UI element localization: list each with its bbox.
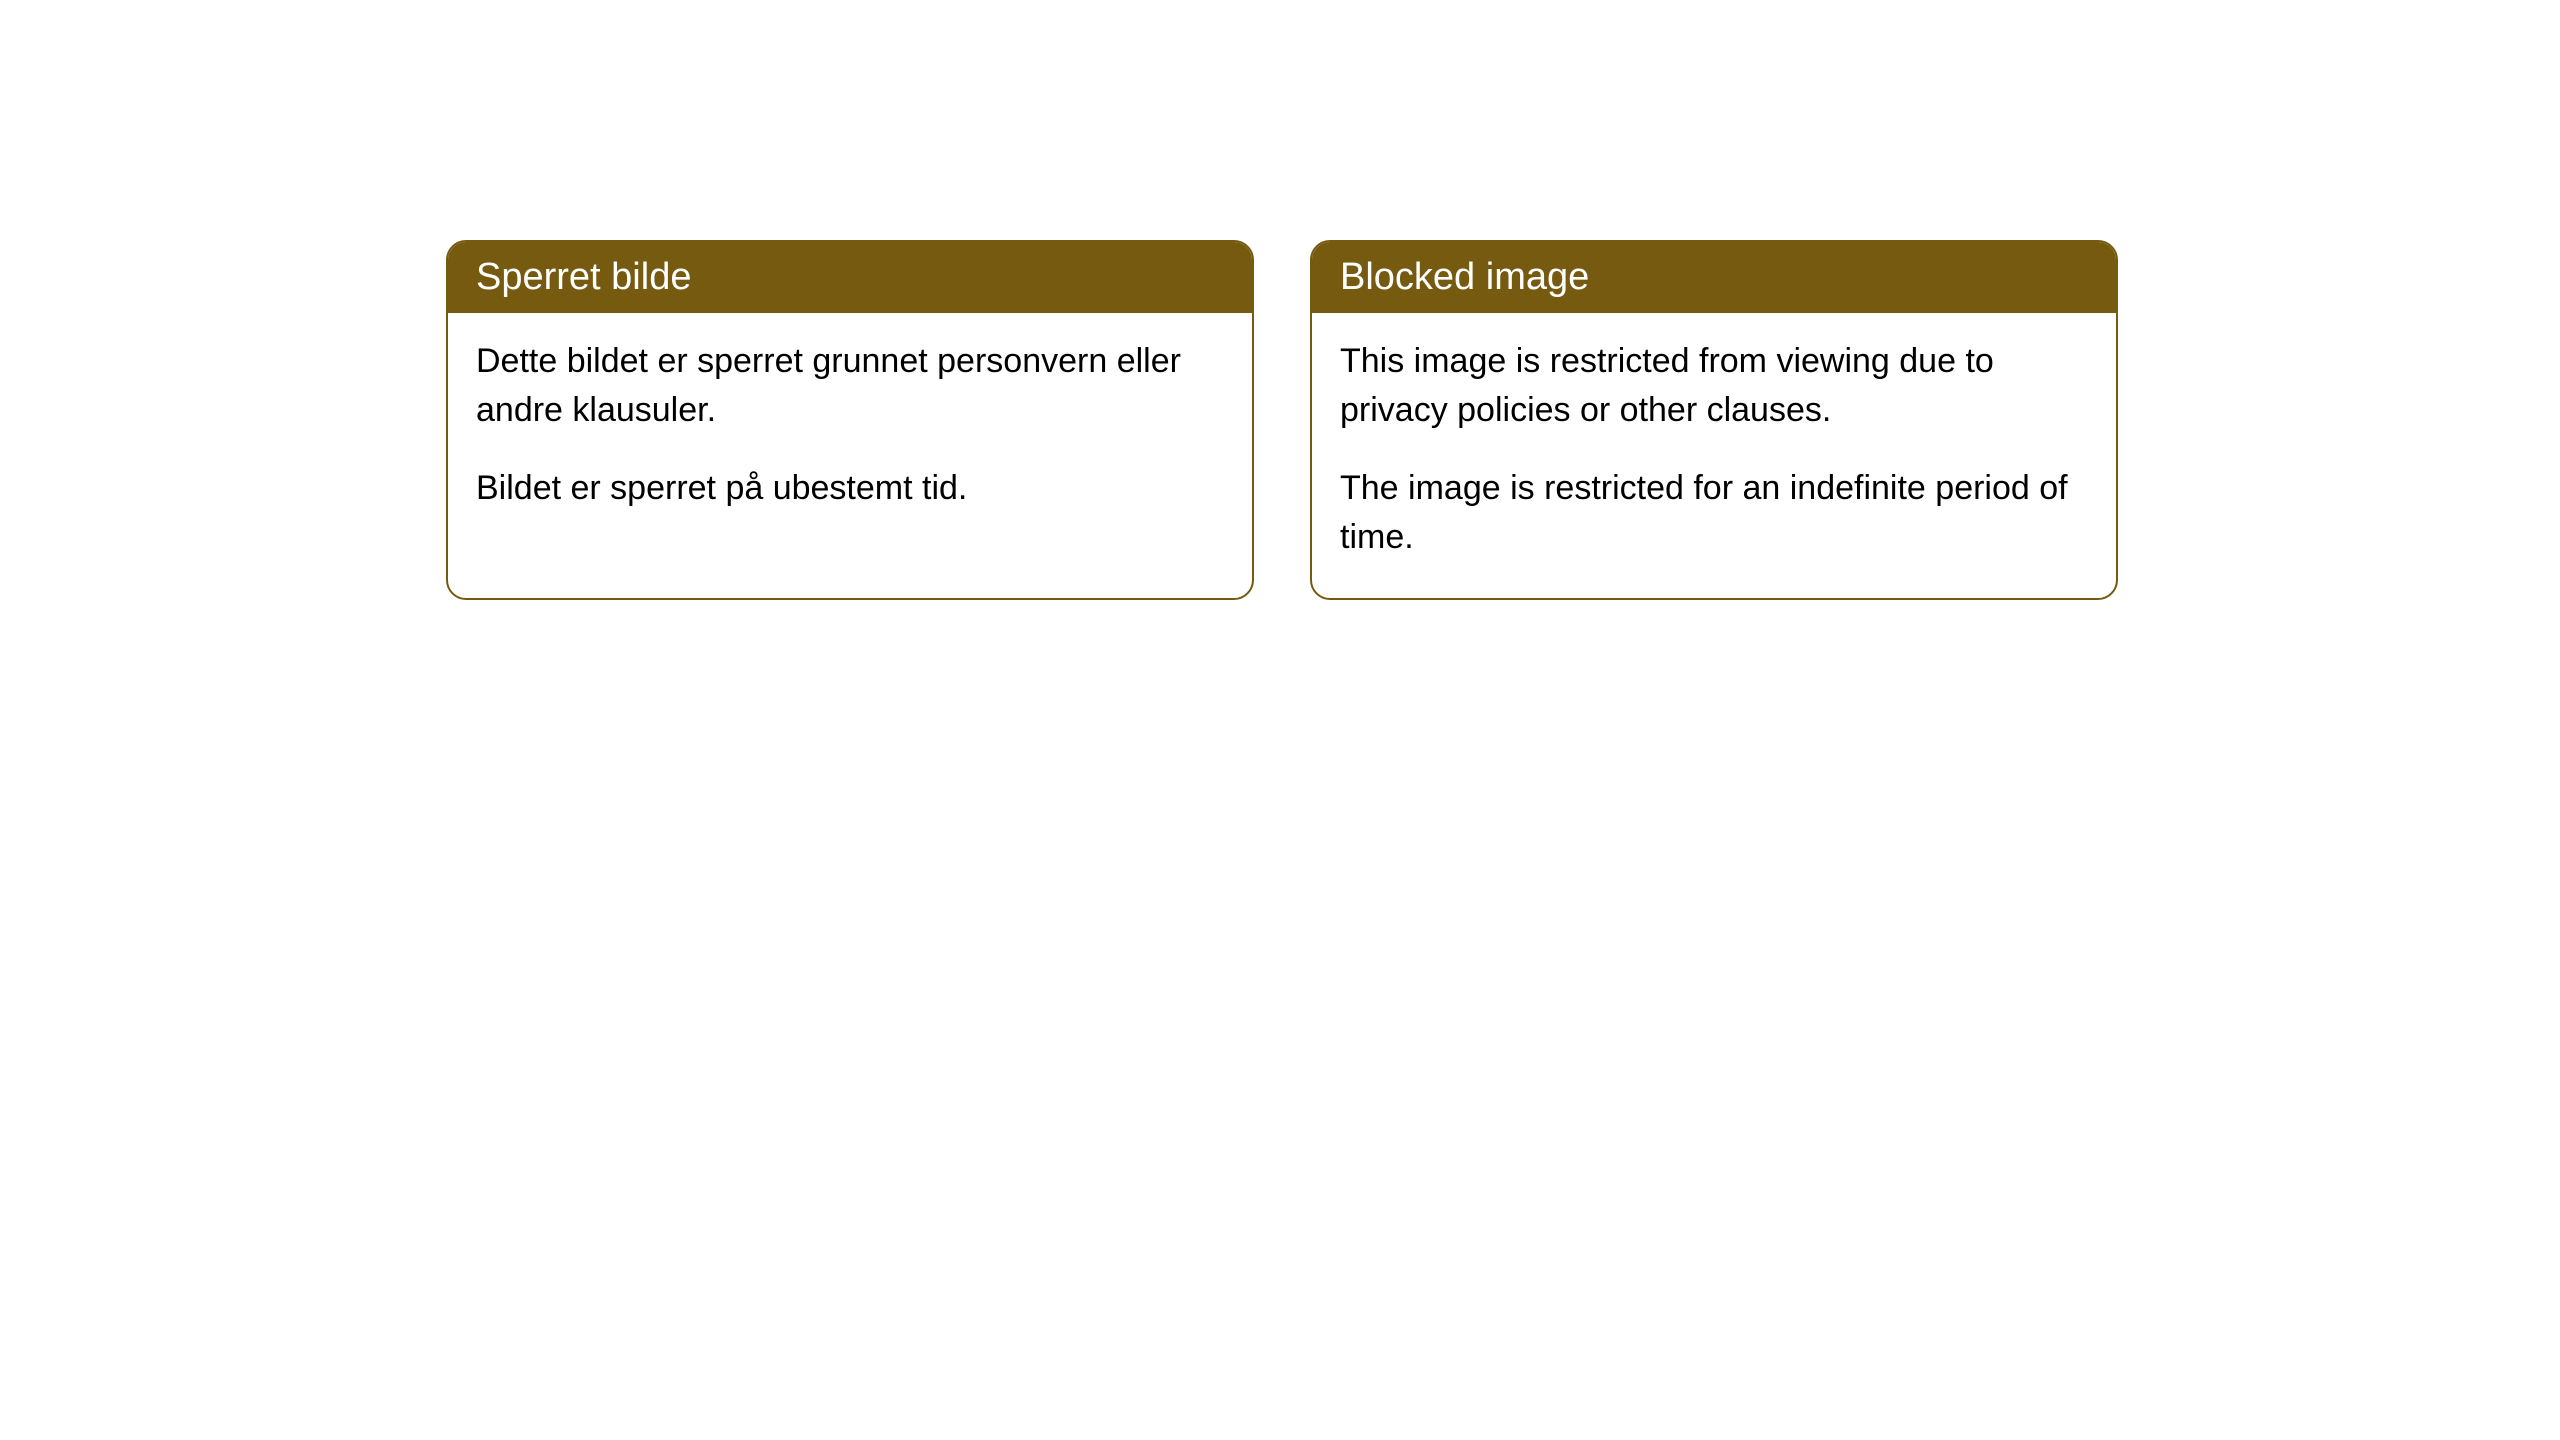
card-title: Sperret bilde (476, 256, 691, 298)
blocked-image-card-no: Sperret bilde Dette bildet er sperret gr… (446, 240, 1254, 600)
card-paragraph: Bildet er sperret på ubestemt tid. (476, 464, 1224, 513)
card-body: This image is restricted from viewing du… (1312, 313, 2116, 598)
card-container: Sperret bilde Dette bildet er sperret gr… (446, 240, 2118, 600)
card-header: Sperret bilde (448, 242, 1252, 313)
card-body: Dette bildet er sperret grunnet personve… (448, 313, 1252, 549)
blocked-image-card-en: Blocked image This image is restricted f… (1310, 240, 2118, 600)
card-paragraph: Dette bildet er sperret grunnet personve… (476, 337, 1224, 436)
card-title: Blocked image (1340, 256, 1589, 298)
card-paragraph: This image is restricted from viewing du… (1340, 337, 2088, 436)
card-header: Blocked image (1312, 242, 2116, 313)
card-paragraph: The image is restricted for an indefinit… (1340, 464, 2088, 563)
